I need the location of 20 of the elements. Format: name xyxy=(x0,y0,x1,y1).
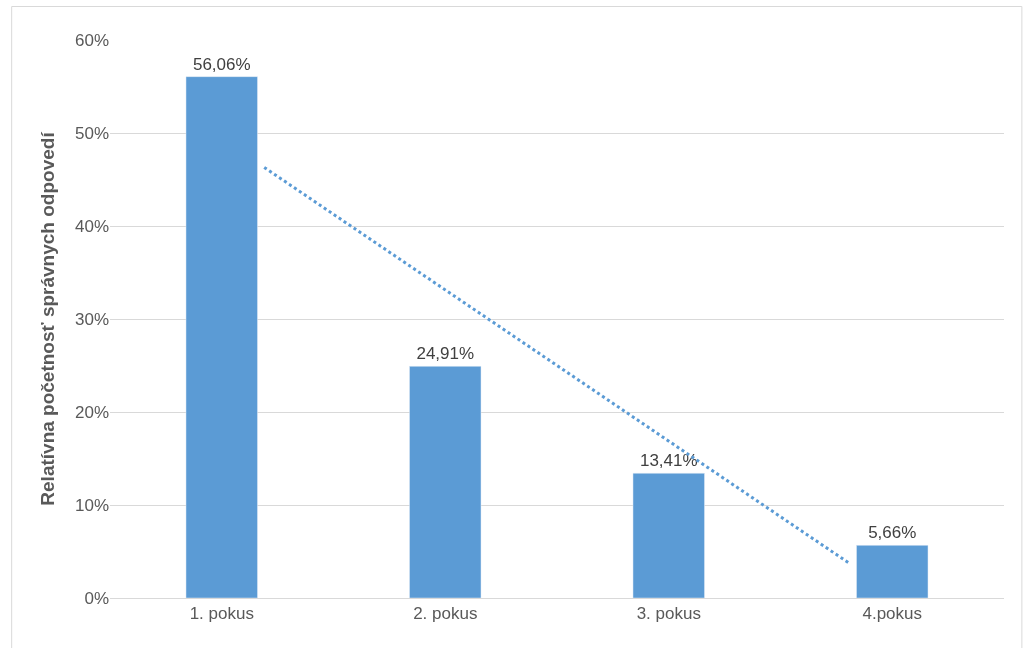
y-tick-label: 20% xyxy=(74,402,109,422)
data-label: 56,06% xyxy=(192,54,251,74)
y-tick-label: 30% xyxy=(74,309,109,329)
bar xyxy=(185,76,258,598)
y-tick-label: 10% xyxy=(74,495,109,515)
x-tick-label: 3. pokus xyxy=(636,604,701,624)
x-tick-label: 1. pokus xyxy=(189,604,254,624)
y-axis-title: Relatívna početnosť správnych odpovedí xyxy=(36,131,58,506)
x-tick-label: 2. pokus xyxy=(413,604,478,624)
x-tick-label: 4.pokus xyxy=(862,604,923,624)
bar xyxy=(856,545,929,598)
data-label: 24,91% xyxy=(416,344,475,364)
y-tick-label: 50% xyxy=(74,123,109,143)
y-tick-label: 60% xyxy=(74,30,109,50)
data-label: 13,41% xyxy=(639,451,698,471)
data-label: 5,66% xyxy=(868,523,917,543)
y-tick-label: 0% xyxy=(84,588,109,608)
bar xyxy=(632,473,705,598)
bar xyxy=(409,366,482,598)
y-tick-label: 40% xyxy=(74,216,109,236)
